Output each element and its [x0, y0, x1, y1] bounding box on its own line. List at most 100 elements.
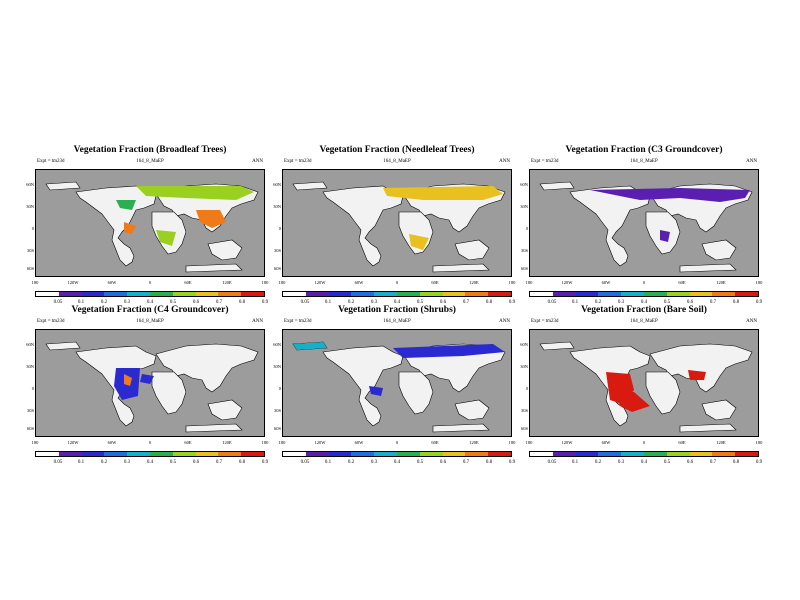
lat-tick-label: 30S — [273, 408, 281, 413]
colorbar-tick-label: 0.5 — [663, 300, 671, 305]
panel-subtitle-right: ANN — [252, 159, 263, 164]
lon-tick-label: 180 — [278, 440, 286, 445]
colorbar-tick-label: 0.6 — [439, 460, 447, 465]
map-area — [282, 169, 512, 277]
vegetation-fraction-region — [383, 186, 503, 200]
colorbar-swatch — [689, 292, 713, 296]
land-mass — [539, 341, 575, 351]
colorbar-tick-label: 0.5 — [416, 300, 424, 305]
panel-subtitle-left: Expt = tm23d — [37, 319, 65, 324]
map-area — [529, 329, 759, 437]
lon-tick-label: 0 — [642, 440, 646, 445]
map-area — [529, 169, 759, 277]
colorbar-swatch — [666, 292, 690, 296]
lat-tick-label: 30N — [520, 364, 528, 369]
panel-subtitle-right: ANN — [499, 319, 510, 324]
land-mass — [701, 239, 737, 261]
panel-subtitle-center: 164_8_MaEP — [136, 319, 164, 324]
colorbar-tick-label: 0.3 — [123, 460, 131, 465]
lon-tick-label: 60W — [601, 280, 611, 285]
vegetation-fraction-region — [393, 344, 505, 358]
lon-tick-label: 180 — [278, 280, 286, 285]
vegetation-fraction-region — [124, 374, 132, 386]
map-panel-shrubs: Vegetation Fraction (Shrubs) Expt = tm23… — [273, 305, 516, 485]
colorbar-tick-label: 0.2 — [347, 300, 355, 305]
colorbar-tick-label: 0.9 — [261, 300, 269, 305]
lon-tick-label: 120W — [67, 440, 79, 445]
colorbar-tick-label: 0.3 — [617, 460, 625, 465]
colorbar-swatch — [81, 452, 105, 456]
colorbar-swatch — [575, 452, 599, 456]
land-mass — [322, 185, 404, 267]
lon-tick-label: 180 — [261, 440, 269, 445]
land-mass — [155, 343, 259, 393]
colorbar-swatch — [465, 292, 489, 296]
map-panel-broadleaf: Vegetation Fraction (Broadleaf Trees) Ex… — [26, 145, 269, 325]
vegetation-map — [292, 181, 506, 273]
colorbar-swatch — [149, 452, 173, 456]
colorbar — [529, 451, 759, 457]
lat-tick-label: 30S — [520, 248, 528, 253]
lat-tick-label: 60S — [520, 426, 528, 431]
colorbar-tick-label: 0.1 — [571, 300, 579, 305]
lon-tick-label: 120E — [469, 280, 479, 285]
panel-subtitle-left: Expt = tm23d — [531, 159, 559, 164]
colorbar-tick-label: 0.9 — [755, 300, 763, 305]
lon-tick-label: 0 — [642, 280, 646, 285]
land-mass — [398, 211, 434, 255]
lat-tick-label: 60N — [520, 182, 528, 187]
lat-tick-label: 30N — [26, 204, 34, 209]
lat-tick-label: 0 — [525, 226, 528, 231]
lat-tick-label: 60N — [273, 342, 281, 347]
colorbar-swatch — [643, 292, 667, 296]
colorbar-swatch — [283, 452, 306, 456]
colorbar-tick-label: 0.9 — [508, 460, 516, 465]
map-panel-bare-soil: Vegetation Fraction (Bare Soil) Expt = t… — [520, 305, 763, 485]
colorbar-tick-label: 0.5 — [169, 300, 177, 305]
colorbar-tick-label: 0.8 — [485, 460, 493, 465]
lat-tick-label: 30N — [520, 204, 528, 209]
lon-tick-label: 0 — [148, 440, 152, 445]
lon-tick-label: 60E — [431, 440, 439, 445]
lon-tick-label: 60E — [431, 280, 439, 285]
colorbar-swatch — [621, 292, 644, 296]
land-mass — [701, 399, 737, 421]
lon-tick-label: 180 — [508, 280, 516, 285]
colorbar-tick-label: 0.7 — [462, 460, 470, 465]
land-mass — [679, 263, 737, 273]
colorbar-swatch — [127, 452, 150, 456]
land-mass — [207, 239, 243, 261]
colorbar-tick-label: 0.9 — [755, 460, 763, 465]
panel-subtitle-right: ANN — [746, 159, 757, 164]
panel-title: Vegetation Fraction (Bare Soil) — [581, 305, 707, 315]
colorbar-tick-label: 0.1 — [77, 300, 85, 305]
colorbar-tick-label: 0.7 — [215, 460, 223, 465]
lon-tick-label: 120E — [222, 440, 232, 445]
colorbar-tick-label: 0.05 — [547, 460, 557, 465]
colorbar-swatch — [36, 292, 59, 296]
colorbar-swatch — [283, 292, 306, 296]
lat-tick-label: 60S — [26, 266, 34, 271]
map-area — [35, 169, 265, 277]
lat-tick-label: 60S — [273, 426, 281, 431]
colorbar-tick-label: 0.8 — [485, 300, 493, 305]
colorbar-tick-label: 0.8 — [732, 460, 740, 465]
lon-tick-label: 180 — [261, 280, 269, 285]
colorbar-swatch — [530, 452, 553, 456]
colorbar-swatch — [689, 452, 713, 456]
lon-tick-label: 60W — [354, 440, 364, 445]
colorbar-tick-label: 0.2 — [594, 460, 602, 465]
colorbar-tick-label: 0.1 — [324, 460, 332, 465]
colorbar-swatch — [735, 452, 758, 456]
colorbar-swatch — [172, 292, 196, 296]
panel-subtitle-center: 164_8_MaEP — [630, 319, 658, 324]
lat-tick-label: 0 — [278, 386, 281, 391]
colorbar-swatch — [530, 292, 553, 296]
land-mass — [45, 181, 81, 191]
lat-tick-label: 0 — [31, 386, 34, 391]
lat-tick-label: 30S — [26, 408, 34, 413]
land-mass — [398, 371, 434, 415]
colorbar — [282, 291, 512, 297]
vegetation-fraction-region — [660, 230, 670, 242]
colorbar-swatch — [351, 452, 375, 456]
